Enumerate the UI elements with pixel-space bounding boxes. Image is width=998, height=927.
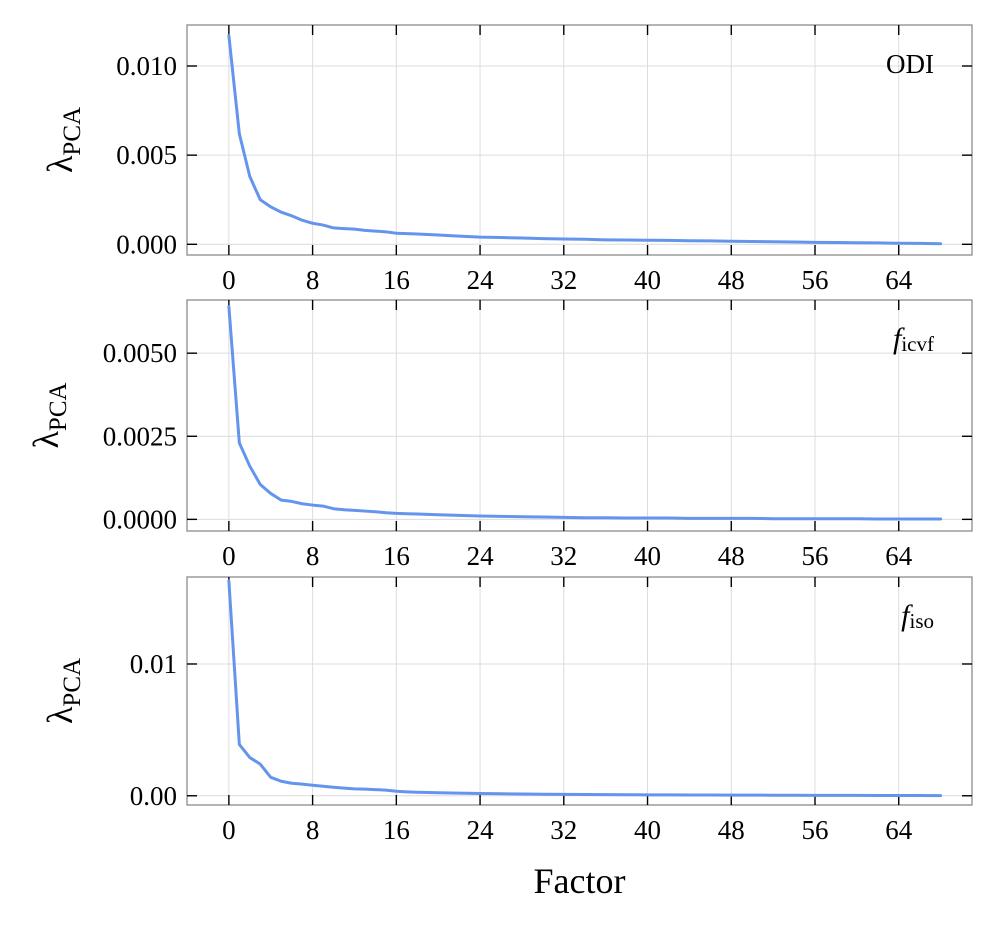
y-tick-label: 0.000: [116, 229, 177, 259]
series-line: [227, 34, 943, 246]
x-tick-label: 0: [222, 265, 236, 295]
x-tick-label: 8: [306, 541, 320, 571]
y-axis-label: λPCA: [40, 658, 86, 724]
x-tick-label: 40: [634, 815, 661, 845]
x-tick-label: 16: [383, 265, 410, 295]
y-tick-label: 0.005: [116, 140, 177, 170]
x-tick-label: 48: [718, 541, 745, 571]
x-tick-label: 32: [550, 541, 577, 571]
x-tick-label: 48: [718, 815, 745, 845]
y-tick-label: 0.0050: [103, 338, 177, 368]
x-tick-label: 56: [802, 541, 829, 571]
y-tick-label: 0.01: [130, 649, 177, 679]
x-tick-label: 32: [550, 265, 577, 295]
x-tick-label: 24: [467, 815, 495, 845]
x-tick-label: 64: [885, 541, 913, 571]
x-tick-label: 8: [306, 815, 320, 845]
panel-3: 0 8 16 24 32 40 48 56 64 0.00 0.01 λPCA fiso Factor: [40, 576, 973, 901]
y-tick-label: 0.010: [116, 51, 177, 81]
x-tick-label: 24: [467, 541, 495, 571]
x-tick-label: 40: [634, 265, 661, 295]
x-tick-label: 56: [802, 265, 829, 295]
panel-annotation: ficvf: [893, 322, 934, 356]
x-tick-label: 48: [718, 265, 745, 295]
plot-frame: [186, 299, 973, 532]
x-tick-label: 8: [306, 265, 320, 295]
series-line: [227, 305, 943, 521]
y-tick-label: 0.0025: [103, 421, 177, 451]
y-axis-label: λPCA: [40, 107, 86, 173]
x-axis-label: Factor: [534, 861, 626, 901]
x-tick-label: 16: [383, 541, 410, 571]
panel-1: 0 8 16 24 32 40 48 56 64 0.000 0.005 0.010 λPCA ODI: [40, 24, 973, 295]
panel-2: 0 8 16 24 32 40 48 56 64 0.0000 0.0025 0.0050 λPCA fi…: [26, 299, 973, 571]
x-tick-label: 0: [222, 815, 236, 845]
x-tick-label: 0: [222, 541, 236, 571]
panel-annotation: ODI: [886, 49, 934, 79]
x-tick-label: 64: [885, 815, 913, 845]
series-line: [227, 579, 943, 798]
panel-annotation: fiso: [901, 599, 934, 633]
plot-frame: [186, 24, 973, 256]
y-tick-label: 0.0000: [103, 504, 177, 534]
y-axis-label: λPCA: [26, 382, 72, 448]
x-tick-label: 40: [634, 541, 661, 571]
y-tick-label: 0.00: [130, 781, 177, 811]
x-tick-label: 16: [383, 815, 410, 845]
x-tick-label: 32: [550, 815, 577, 845]
x-tick-label: 56: [802, 815, 829, 845]
x-tick-label: 24: [467, 265, 495, 295]
plot-frame: [186, 576, 973, 806]
x-tick-label: 64: [885, 265, 913, 295]
